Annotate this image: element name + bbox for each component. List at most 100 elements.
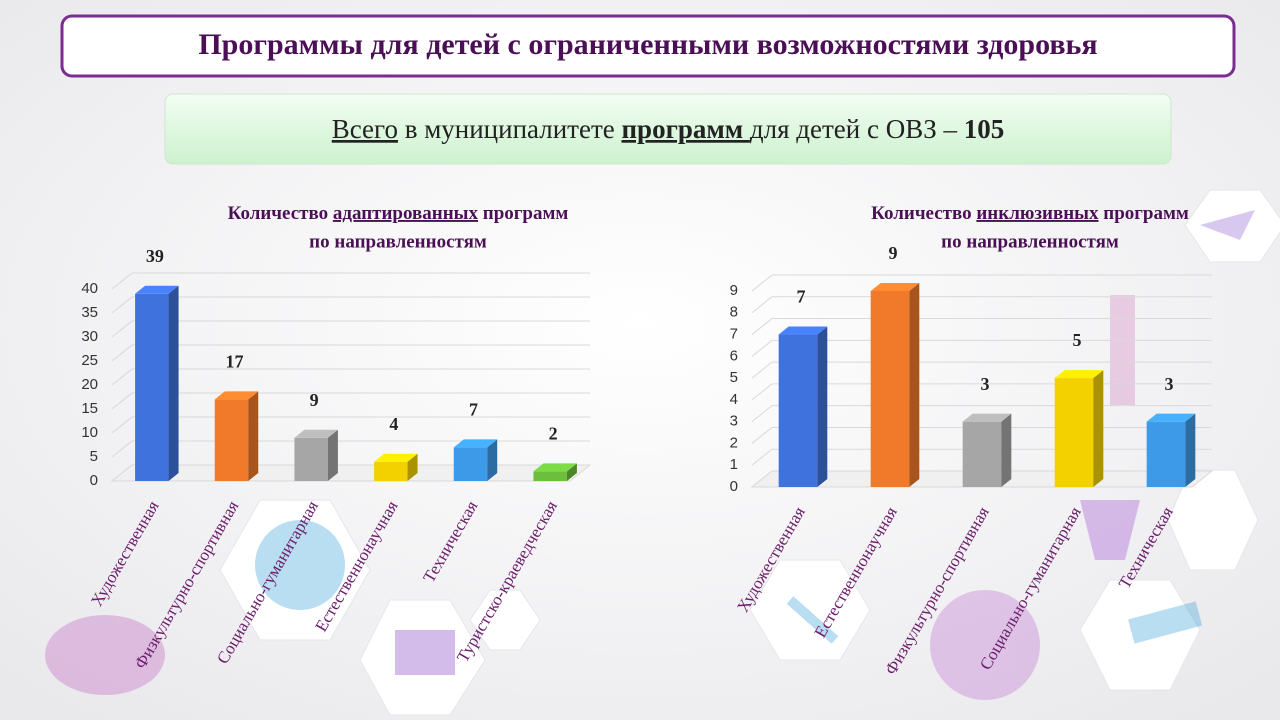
- bar-side: [566, 463, 577, 481]
- value-label: 2: [549, 424, 558, 444]
- bar-side: [1185, 413, 1196, 487]
- bar-top: [1054, 370, 1104, 379]
- y-tick-label: 15: [81, 400, 98, 417]
- grid-line: [111, 320, 590, 338]
- y-tick-label: 0: [730, 478, 738, 495]
- chart-title: Количество адаптированных программ: [228, 203, 569, 224]
- subtitle: Всего в муниципалитете программ для дете…: [332, 114, 1005, 144]
- subtitle-part: программ: [622, 114, 750, 144]
- y-tick-label: 6: [730, 347, 738, 364]
- grid-line: [751, 361, 1212, 379]
- bar-top: [1146, 413, 1196, 422]
- floor: [110, 464, 592, 482]
- grid-line: [111, 344, 590, 362]
- bar-side: [248, 391, 259, 481]
- bar-top: [374, 453, 418, 462]
- bar: [962, 421, 1002, 487]
- value-label: 9: [310, 390, 319, 410]
- chart-title-part: инклюзивных: [976, 203, 1099, 224]
- y-tick-label: 7: [730, 326, 738, 343]
- chart-title-part: программ: [1099, 203, 1189, 224]
- bar-top: [962, 413, 1012, 422]
- y-tick-label: 8: [730, 304, 738, 321]
- subtitle-part: для детей с ОВЗ –: [750, 114, 964, 144]
- bar-top: [533, 463, 577, 472]
- bar-top: [870, 283, 920, 291]
- bar: [214, 399, 249, 481]
- bar-top: [453, 439, 498, 448]
- grid-line: [111, 440, 590, 458]
- chart-title-part: программ: [478, 203, 568, 224]
- bar-side: [1093, 370, 1104, 487]
- decor-icons: [45, 210, 1255, 700]
- y-tick-label: 30: [81, 328, 98, 345]
- bar: [294, 437, 328, 481]
- bar-top: [135, 285, 179, 294]
- chart-subtitle: по направленностям: [309, 231, 487, 252]
- subtitle-part: Всего: [332, 114, 398, 144]
- bar: [778, 334, 818, 487]
- bar: [1146, 421, 1186, 487]
- grid-line: [111, 272, 590, 290]
- decor-hexagons: [219, 189, 1280, 716]
- title-box: [60, 14, 1236, 78]
- subtitle-box: [164, 93, 1172, 165]
- y-tick-label: 10: [81, 424, 98, 441]
- grid-line: [111, 392, 590, 410]
- grid-line: [111, 296, 590, 314]
- bar-side: [407, 453, 418, 481]
- value-label: 5: [1073, 330, 1082, 350]
- y-tick-label: 0: [90, 472, 98, 489]
- grid-line: [751, 318, 1212, 335]
- slide-title: Программы для детей с ограниченными возм…: [198, 28, 1097, 61]
- subtitle-part: в муниципалитете: [398, 114, 622, 144]
- bar: [453, 447, 488, 481]
- bar-side: [909, 283, 920, 487]
- bar-side: [168, 285, 179, 481]
- value-label: 7: [469, 400, 478, 420]
- y-tick-label: 35: [81, 304, 98, 321]
- y-tick-label: 9: [730, 282, 738, 299]
- y-tick-label: 25: [81, 352, 98, 369]
- value-label: 7: [797, 287, 806, 307]
- y-tick-label: 2: [730, 434, 738, 451]
- bar: [533, 471, 567, 481]
- chart-title: Количество инклюзивных программ: [871, 203, 1189, 224]
- grid-line: [751, 274, 1212, 292]
- value-label: 39: [146, 246, 164, 266]
- y-tick-label: 3: [730, 413, 738, 430]
- bar: [135, 293, 169, 481]
- bar-top: [778, 326, 828, 335]
- bar-side: [327, 429, 338, 481]
- chart-subtitle: по направленностям: [941, 231, 1119, 252]
- y-tick-label: 1: [730, 456, 738, 473]
- subtitle-total: 105: [964, 114, 1005, 144]
- grid-line: [751, 296, 1212, 314]
- bar: [374, 461, 408, 481]
- chart-title-part: Количество: [228, 203, 333, 224]
- y-tick-label: 5: [90, 448, 98, 465]
- value-label: 3: [1165, 374, 1174, 394]
- y-tick-label: 4: [730, 391, 738, 408]
- chart-title-part: адаптированных: [333, 203, 479, 224]
- value-label: 4: [389, 414, 398, 434]
- bar: [1054, 378, 1094, 487]
- grid-line: [751, 339, 1212, 357]
- bar-top: [214, 391, 259, 400]
- bar-top: [294, 429, 338, 438]
- grid-line: [111, 368, 590, 386]
- bar-side: [487, 439, 498, 481]
- value-label: 3: [981, 374, 990, 394]
- value-label: 17: [226, 352, 244, 372]
- chart-title-part: Количество: [871, 203, 976, 224]
- grid-line: [111, 416, 590, 434]
- bar-side: [817, 326, 828, 487]
- value-label: 9: [889, 243, 898, 263]
- bar-side: [1001, 413, 1012, 487]
- y-tick-label: 40: [81, 280, 98, 297]
- y-tick-label: 5: [730, 369, 738, 386]
- bar: [870, 291, 910, 487]
- y-tick-label: 20: [81, 376, 98, 393]
